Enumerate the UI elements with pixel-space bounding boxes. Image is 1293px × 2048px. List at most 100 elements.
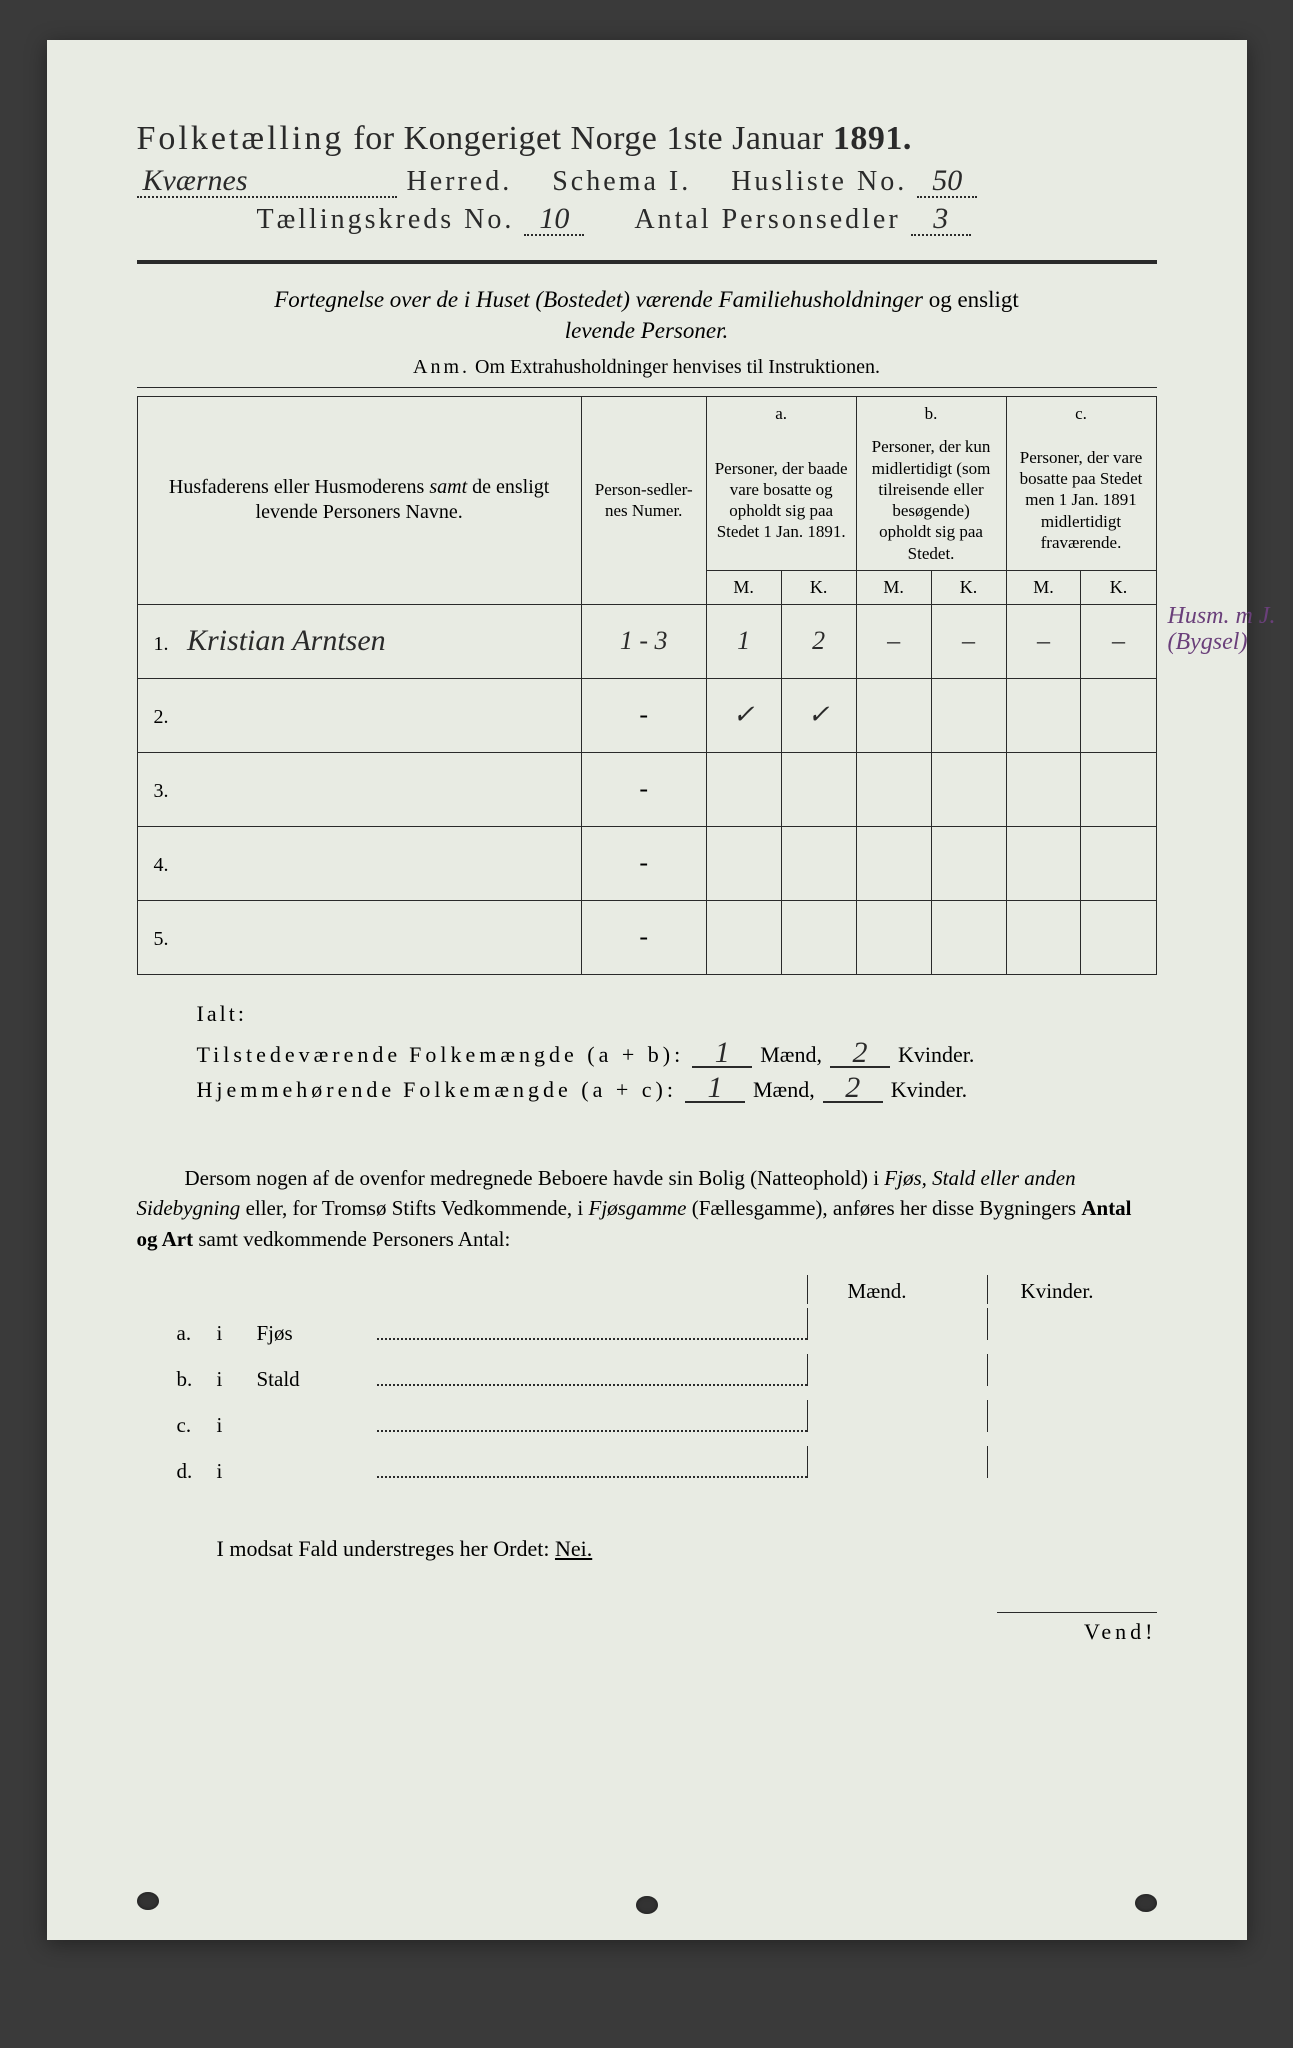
totals-maend: Mænd, (760, 1042, 822, 1068)
cell-a-m (706, 900, 781, 974)
subtitle-line2: levende Personer. (565, 318, 729, 343)
bldg-cell-m (807, 1354, 947, 1386)
cell-a-m (706, 752, 781, 826)
building-paragraph: Dersom nogen af de ovenfor medregnede Be… (137, 1163, 1157, 1254)
totals-ab-k: 2 (830, 1039, 890, 1068)
building-row: b. i Stald (137, 1350, 1157, 1396)
cell-b-k (931, 678, 1006, 752)
table-row: 1. Kristian Arntsen 1 - 3 1 2 – – – – Hu… (137, 604, 1156, 678)
cell-a-m: 1 (706, 604, 781, 678)
nei-text: I modsat Fald understreges her Ordet: (217, 1536, 555, 1561)
cell-c-m (1006, 826, 1081, 900)
totals-ab-a: Tilstedeværende (197, 1042, 402, 1068)
th-name: Husfaderens eller Husmoderens samt de en… (137, 397, 581, 605)
cell-name: 4. (137, 826, 581, 900)
cell-c-k (1081, 752, 1156, 826)
cell-b-m (856, 826, 931, 900)
th-b-m: M. (856, 570, 931, 604)
bldg-a: b. (177, 1367, 217, 1392)
cell-c-k: – Husm. m J. (Bygsel) (1081, 604, 1156, 678)
cell-b-m (856, 678, 931, 752)
cell-name: 5. (137, 900, 581, 974)
th-b-label: b. (856, 397, 1006, 431)
census-form-page: Folketælling for Kongeriget Norge 1ste J… (47, 40, 1247, 1940)
bldg-i: i (217, 1413, 257, 1438)
bldg-i: i (217, 1321, 257, 1346)
title-year: 1891. (833, 120, 912, 157)
para-t4: samt vedkommende Personers Antal: (193, 1227, 510, 1251)
totals-maend: Mænd, (753, 1077, 815, 1103)
title-rest: for Kongeriget Norge 1ste Januar (344, 120, 832, 157)
cell-name: 3. (137, 752, 581, 826)
margin-annotation: Husm. m J. (Bygsel) (1168, 603, 1276, 656)
title-line-1: Folketælling for Kongeriget Norge 1ste J… (137, 120, 1157, 158)
cell-a-k (781, 900, 856, 974)
header-row-kreds: Tællingskreds No. 10 Antal Personsedler … (137, 204, 1157, 236)
th-numer: Person-sedler-nes Numer. (581, 397, 706, 605)
cell-b-m (856, 900, 931, 974)
totals-ac-m: 1 (685, 1074, 745, 1103)
cell-c-m (1006, 678, 1081, 752)
cell-numer: 1 - 3 (581, 604, 706, 678)
bldg-cell-k (987, 1446, 1127, 1478)
personsedler-value: 3 (911, 204, 971, 236)
table-row: 3. - (137, 752, 1156, 826)
bldg-head-maend: Mænd. (807, 1275, 947, 1304)
building-row: c. i (137, 1396, 1157, 1442)
subtitle-italic: Fortegnelse over de i Huset (Bostedet) v… (274, 287, 923, 312)
personsedler-label: Antal Personsedler (634, 204, 900, 236)
totals-line-ac: Hjemmehørende Folkemængde (a + c): 1 Mæn… (197, 1074, 1157, 1103)
schema-label: Schema I. (552, 166, 691, 198)
row-number: 2. (154, 706, 169, 728)
cell-b-m (856, 752, 931, 826)
building-row: d. i (137, 1442, 1157, 1488)
cell-b-m: – (856, 604, 931, 678)
husliste-label: Husliste No. (731, 166, 907, 198)
punch-hole-icon (636, 1896, 658, 1914)
cell-a-m: ✓ (706, 678, 781, 752)
row-number: 5. (154, 928, 169, 950)
bldg-head-kvinder: Kvinder. (987, 1275, 1127, 1304)
building-table: Mænd. Kvinder. a. i Fjøs b. i Stald c. i (137, 1275, 1157, 1488)
cell-c-m: – (1006, 604, 1081, 678)
annot-1: Husm. m J. (1168, 603, 1276, 629)
totals-kvinder: Kvinder. (898, 1042, 974, 1068)
cell-a-k: ✓ (781, 678, 856, 752)
bldg-cell-m (807, 1400, 947, 1432)
cell-c-m (1006, 752, 1081, 826)
table-row: 4. - (137, 826, 1156, 900)
th-c-label: c. (1006, 397, 1156, 431)
cell-b-k (931, 752, 1006, 826)
bldg-name: Fjøs (257, 1321, 377, 1346)
punch-hole-icon (1135, 1894, 1157, 1912)
bldg-i: i (217, 1367, 257, 1392)
herred-value: Kværnes (137, 166, 397, 198)
header-row-herred: Kværnes Herred. Schema I. Husliste No. 5… (137, 166, 1157, 198)
cell-b-k (931, 900, 1006, 974)
cell-c-k (1081, 900, 1156, 974)
punch-hole-icon (137, 1892, 159, 1910)
nei-word: Nei. (555, 1536, 592, 1561)
cell-b-k: – (931, 604, 1006, 678)
cell-a-k (781, 752, 856, 826)
bldg-cell-m (807, 1446, 947, 1478)
census-table: Husfaderens eller Husmoderens samt de en… (137, 396, 1157, 975)
totals-ac-b: Folkemængde (a + c): (403, 1077, 677, 1103)
bldg-i: i (217, 1459, 257, 1484)
cell-a-k (781, 826, 856, 900)
th-b-k: K. (931, 570, 1006, 604)
cell-b-k (931, 826, 1006, 900)
th-a-label: a. (706, 397, 856, 431)
nei-line: I modsat Fald understreges her Ordet: Ne… (137, 1536, 1157, 1562)
th-b-text: Personer, der kun midlertidigt (som tilr… (856, 430, 1006, 570)
row-number: 3. (154, 780, 169, 802)
para-it2: Fjøsgamme (589, 1196, 687, 1220)
totals-ab-b: Folkemængde (a + b): (409, 1042, 684, 1068)
husliste-value: 50 (917, 166, 977, 198)
totals-ac-k: 2 (823, 1074, 883, 1103)
bldg-cell-k (987, 1308, 1127, 1340)
cell-a-k: 2 (781, 604, 856, 678)
th-a-k: K. (781, 570, 856, 604)
table-head: Husfaderens eller Husmoderens samt de en… (137, 397, 1156, 605)
kreds-label: Tællingskreds No. (257, 204, 515, 236)
